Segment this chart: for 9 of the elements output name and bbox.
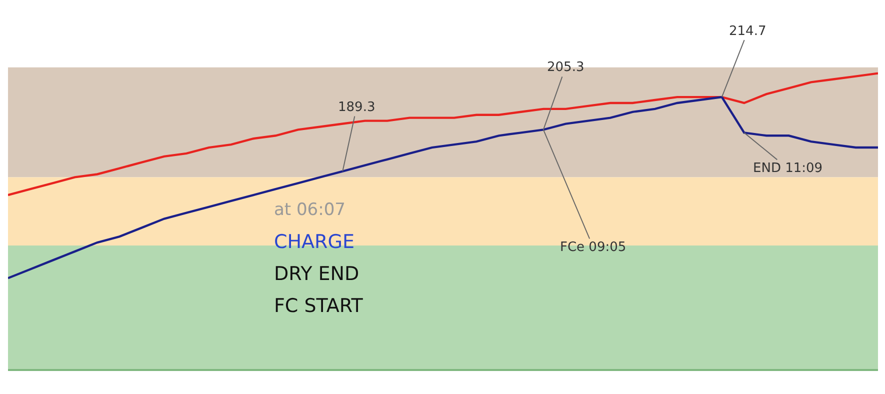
- annotation: FCe 09:05: [560, 240, 626, 255]
- annotation: END 11:09: [753, 161, 823, 176]
- annotation: 205.3: [547, 60, 584, 75]
- annotation: at 06:07: [274, 200, 346, 220]
- annotation: CHARGE: [274, 231, 354, 253]
- text: 214.7: [729, 24, 766, 39]
- annotation: FC START: [274, 295, 364, 317]
- annotation: 189.3: [338, 100, 376, 115]
- annotation: DRY END: [274, 263, 360, 285]
